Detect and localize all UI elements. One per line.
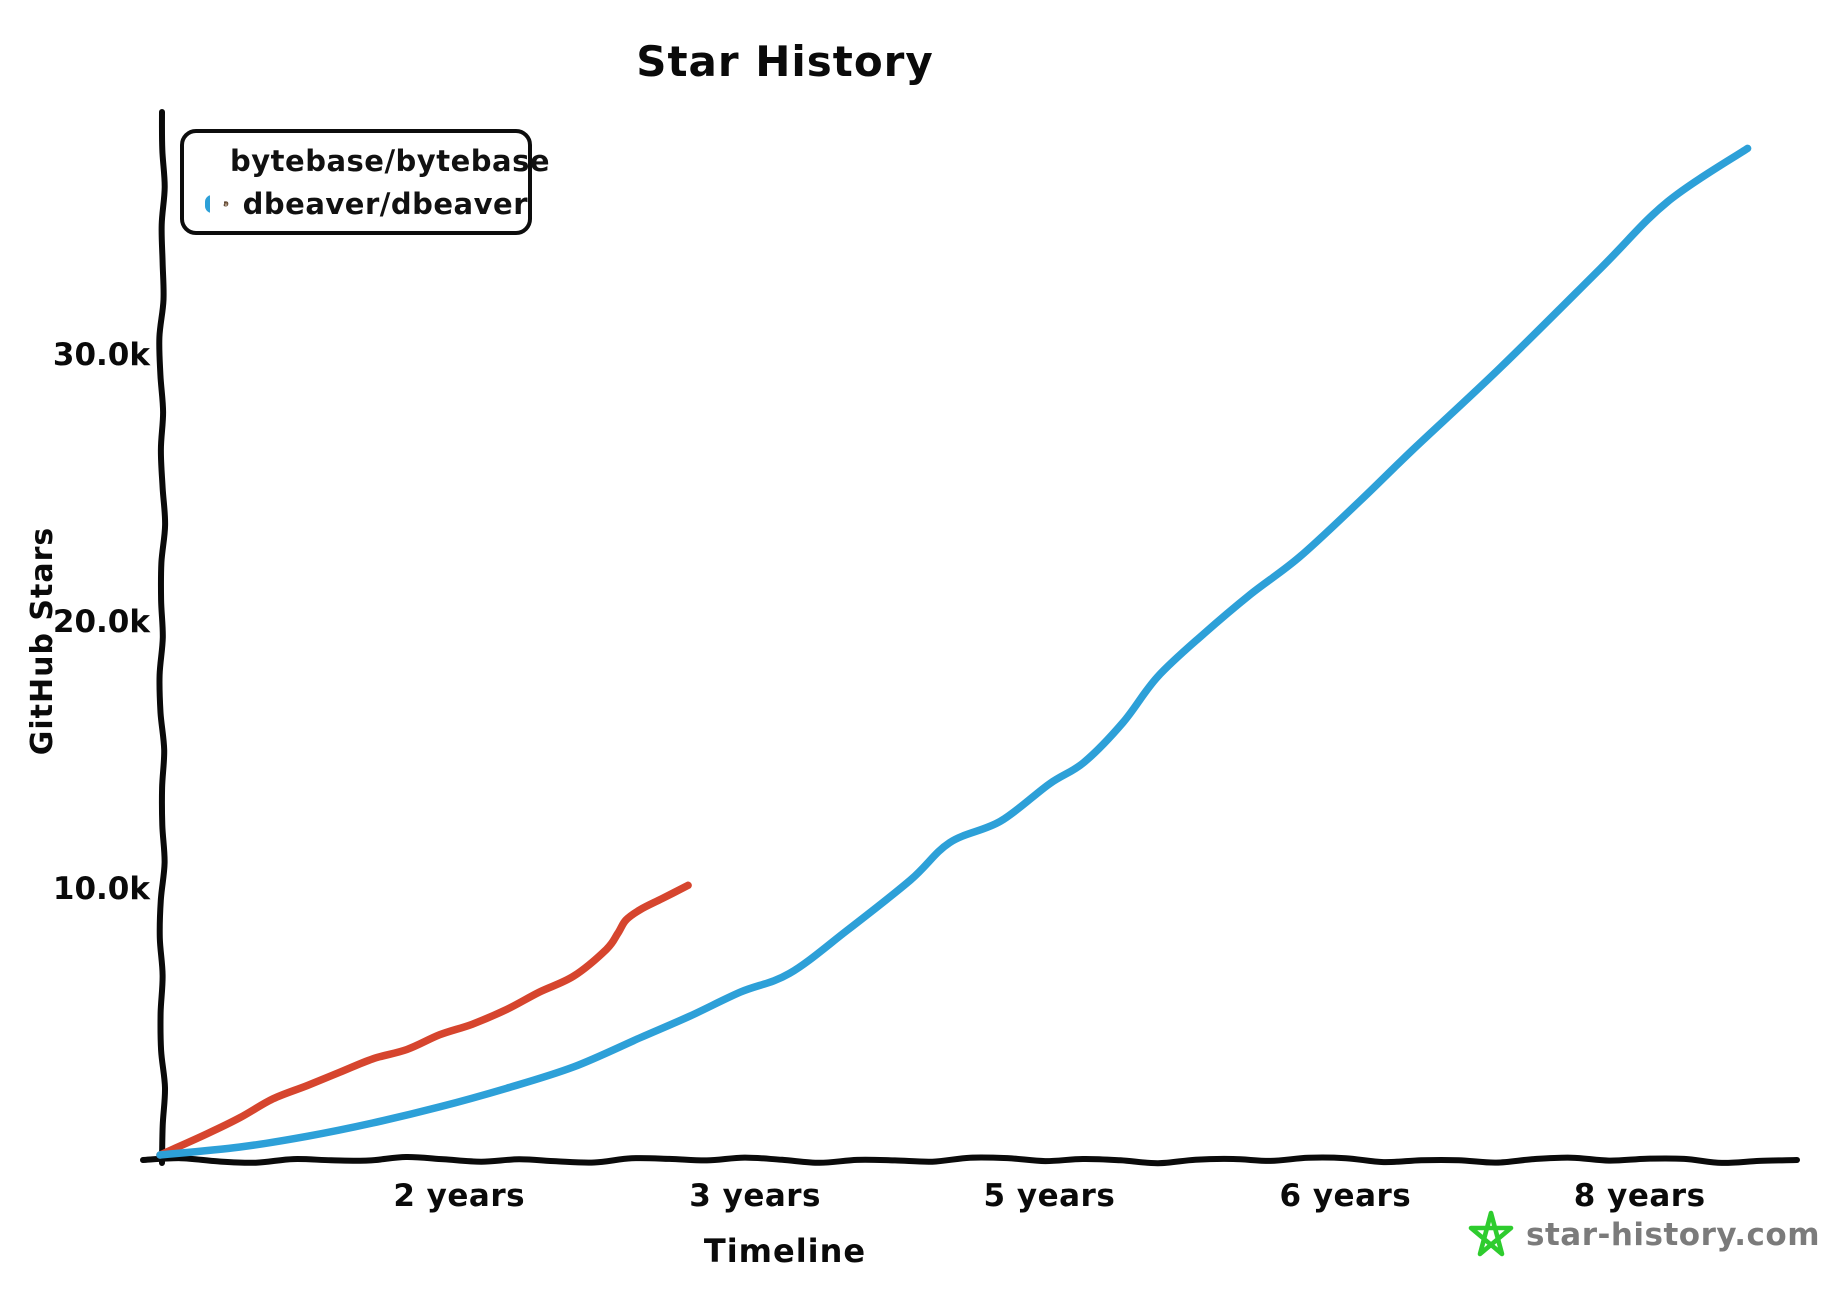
dbeaver-avatar-icon: [223, 201, 229, 207]
plot-layer: 10.0k 20.0k 30.0k 2 years 3 years 5 years 6 ye…: [53, 109, 1800, 1214]
x-tick-label: 5 years: [984, 1178, 1116, 1214]
x-tick-label: 8 years: [1574, 1178, 1706, 1214]
x-tick-label: 6 years: [1279, 1178, 1411, 1214]
watermark[interactable]: star-history.com: [1466, 1206, 1820, 1264]
legend-label: dbeaver/dbeaver: [242, 186, 528, 221]
star-doodle-icon: [1468, 1210, 1514, 1257]
x-tick-label: 2 years: [393, 1178, 525, 1214]
legend-item-dbeaver[interactable]: dbeaver/dbeaver: [204, 187, 528, 221]
series-color-swatch: [205, 194, 211, 213]
legend-item-bytebase[interactable]: bytebase/bytebase: [204, 144, 550, 178]
x-tick-label: 3 years: [689, 1178, 821, 1214]
series-line-bytebase-bytebase: [156, 881, 692, 1159]
chart-title: Star History: [636, 37, 934, 86]
y-axis-line: [156, 109, 169, 1166]
watermark-text: star-history.com: [1526, 1217, 1821, 1253]
x-axis-line: [140, 1153, 1800, 1167]
y-tick-label: 20.0k: [53, 604, 151, 640]
chart-legend: bytebase/bytebase dbeaver/dbeaver: [180, 129, 550, 235]
y-axis-title: GitHub Stars: [25, 527, 60, 755]
y-tick-label: 30.0k: [53, 337, 151, 373]
y-tick-label: 10.0k: [53, 871, 151, 907]
legend-label: bytebase/bytebase: [230, 143, 550, 178]
x-axis-title: Timeline: [704, 1232, 866, 1270]
series-line-dbeaver-dbeaver: [156, 144, 1752, 1159]
